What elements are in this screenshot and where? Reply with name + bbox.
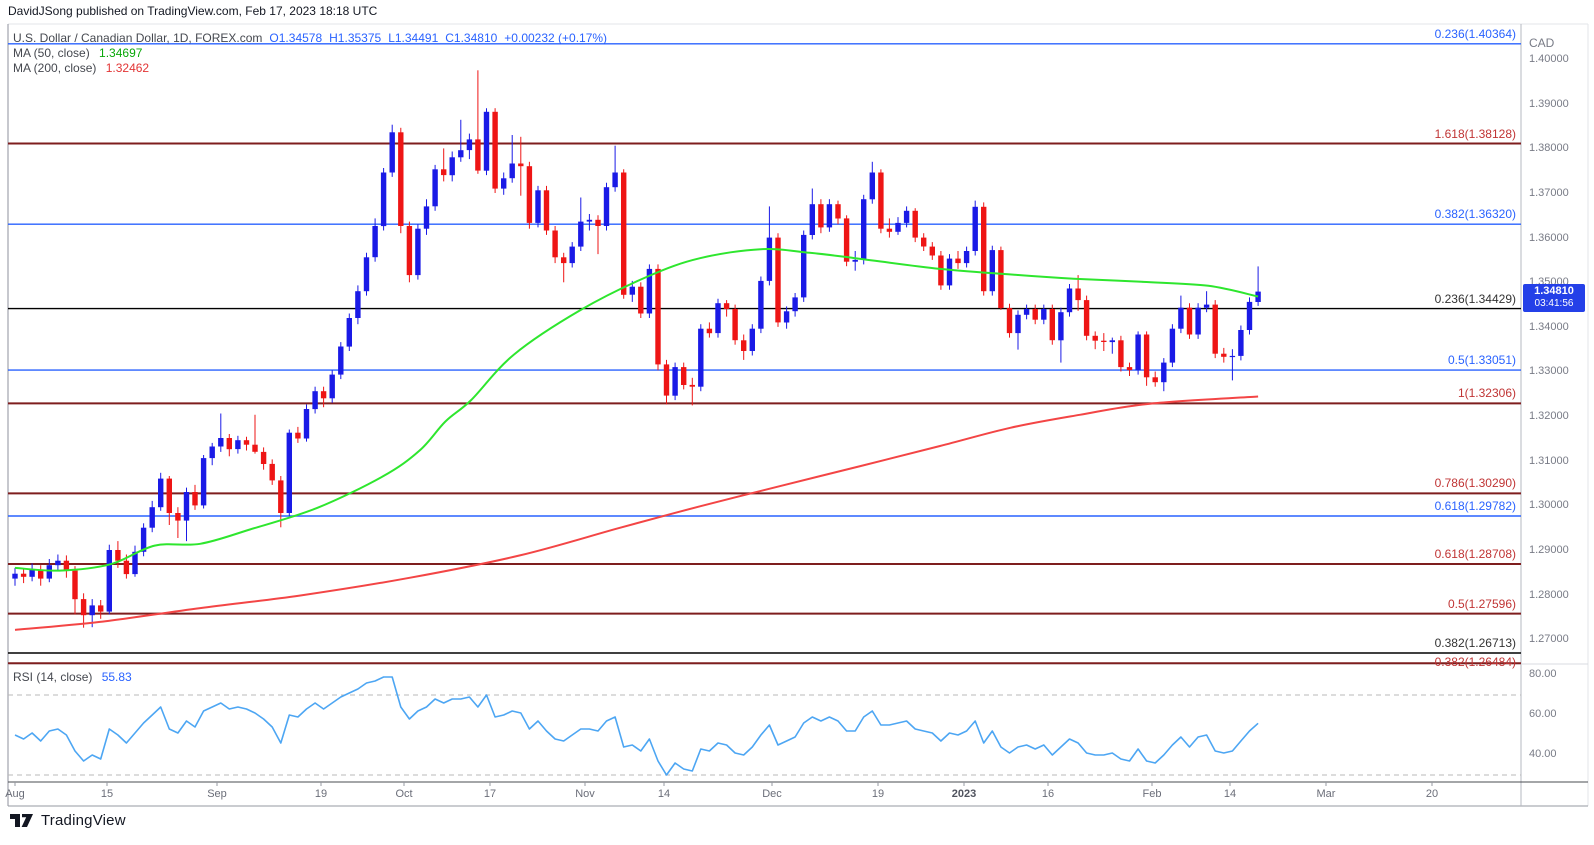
time-axis-tick: Sep <box>207 788 227 800</box>
price-axis-tick: 1.40000 <box>1529 53 1569 65</box>
fib-level-label: 0.382(1.26713) <box>1434 635 1516 650</box>
price-axis-tick: 1.28000 <box>1529 588 1569 601</box>
bar-countdown: 03:41:56 <box>1534 298 1574 309</box>
fib-level-label: 1(1.32306) <box>1457 386 1516 401</box>
ma50-label: MA (50, close) <box>13 46 90 60</box>
price-axis-tick: 1.37000 <box>1529 186 1569 199</box>
fib-level-label: 0.382(1.26484) <box>1434 655 1516 670</box>
time-axis-tick: 14 <box>1223 788 1237 800</box>
fib-level-label: 0.382(1.36320) <box>1434 207 1516 222</box>
fib-level-label: 0.618(1.28708) <box>1434 546 1516 561</box>
ma200-legend-row[interactable]: MA (200, close) 1.32462 <box>13 61 607 75</box>
attribution-text: DavidJSong published on TradingView.com,… <box>8 4 378 18</box>
ma50-value: 1.34697 <box>99 46 143 60</box>
ohlc-change: +0.00232 (+0.17%) <box>504 31 608 45</box>
time-axis-tick: 17 <box>483 788 497 800</box>
currency-label: CAD <box>1529 36 1555 50</box>
chart-legend: U.S. Dollar / Canadian Dollar, 1D, FOREX… <box>13 31 607 76</box>
fib-level-label: 0.5(1.33051) <box>1447 353 1516 368</box>
last-price-tag[interactable]: 1.34810 03:41:56 <box>1523 284 1585 312</box>
fib-level-label: 0.786(1.30290) <box>1434 476 1516 491</box>
price-axis-tick: 1.32000 <box>1529 410 1569 423</box>
ohlc-high: H1.35375 <box>329 31 382 45</box>
rsi-legend-row[interactable]: RSI (14, close) 55.83 <box>13 670 132 684</box>
price-axis-tick: 1.29000 <box>1529 543 1569 556</box>
symbol-title: U.S. Dollar / Canadian Dollar, 1D, FOREX… <box>13 31 263 45</box>
ma200-value: 1.32462 <box>105 61 150 75</box>
price-axis-tick: 1.27000 <box>1529 633 1569 646</box>
price-axis-tick: 1.30000 <box>1529 499 1569 512</box>
price-axis-tick: 1.34000 <box>1529 320 1569 333</box>
fib-level-label: 1.618(1.38128) <box>1434 126 1516 141</box>
ma200-label: MA (200, close) <box>13 61 97 75</box>
time-axis-tick: Mar <box>1316 788 1336 800</box>
price-axis-tick: 1.39000 <box>1529 97 1569 110</box>
fib-level-label: 0.618(1.29782) <box>1434 499 1516 514</box>
price-axis-tick: 1.36000 <box>1529 231 1569 244</box>
last-price-value: 1.34810 <box>1534 285 1574 297</box>
ohlc-close: C1.34810 <box>445 31 498 45</box>
time-axis-tick: 20 <box>1425 788 1439 800</box>
ma50-legend-row[interactable]: MA (50, close) 1.34697 <box>13 46 607 60</box>
price-axis-tick: 1.31000 <box>1529 454 1569 467</box>
symbol-legend-row[interactable]: U.S. Dollar / Canadian Dollar, 1D, FOREX… <box>13 31 607 45</box>
tradingview-brand-text: TradingView <box>41 812 126 829</box>
price-axis-tick: 1.33000 <box>1529 365 1569 378</box>
rsi-axis-tick: 60.00 <box>1529 708 1557 720</box>
rsi-label: RSI (14, close) <box>13 670 93 684</box>
time-axis-tick: 16 <box>1041 788 1055 800</box>
time-axis-tick: Nov <box>575 788 595 800</box>
rsi-value: 55.83 <box>101 670 132 684</box>
time-axis-tick: Oct <box>395 788 413 800</box>
price-axis-tick: 1.38000 <box>1529 142 1569 155</box>
time-axis-tick: Feb <box>1142 788 1162 800</box>
time-axis-tick: Aug <box>5 788 25 800</box>
time-axis-tick: 2023 <box>951 788 977 800</box>
time-axis-tick: 14 <box>657 788 671 800</box>
ohlc-open: O1.34578 <box>269 31 323 45</box>
fib-level-label: 0.236(1.34429) <box>1434 291 1516 306</box>
rsi-axis-tick: 80.00 <box>1529 668 1557 680</box>
fib-level-label: 0.236(1.40364) <box>1434 26 1516 41</box>
tradingview-logo-icon <box>10 814 33 827</box>
fib-level-label: 0.5(1.27596) <box>1447 596 1516 611</box>
time-axis-tick: 15 <box>100 788 114 800</box>
time-axis-tick: 19 <box>871 788 885 800</box>
time-axis-tick: 19 <box>314 788 328 800</box>
tradingview-footer-link[interactable]: TradingView <box>10 812 126 829</box>
rsi-axis-tick: 40.00 <box>1529 748 1557 760</box>
time-axis-tick: Dec <box>762 788 782 800</box>
ohlc-low: L1.34491 <box>388 31 439 45</box>
